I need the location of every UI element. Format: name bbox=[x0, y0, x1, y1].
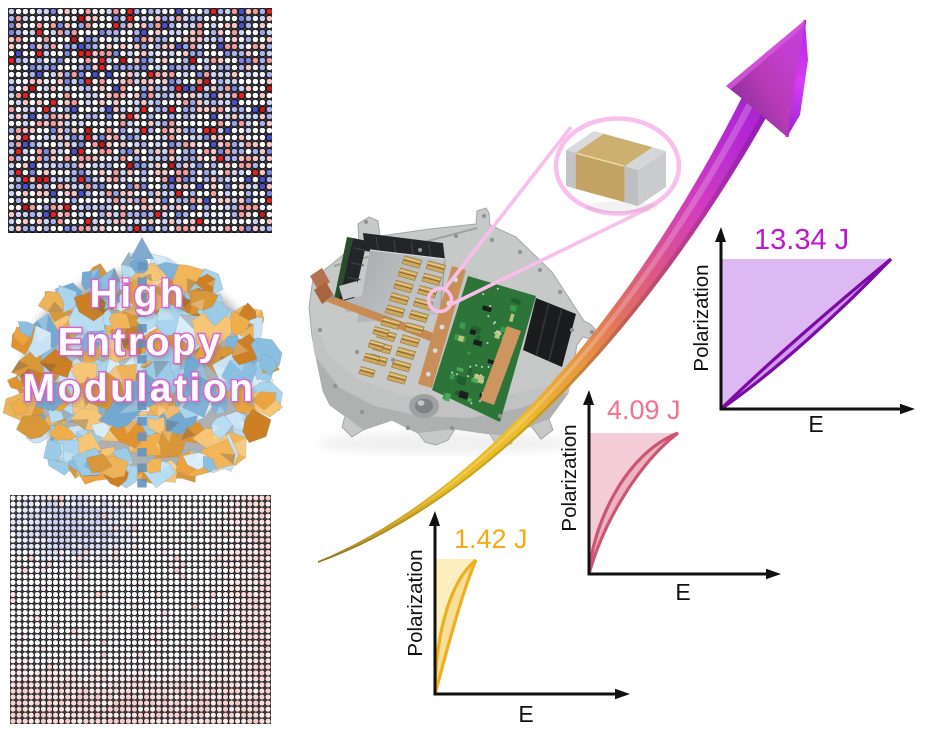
svg-text:E: E bbox=[675, 579, 690, 605]
svg-text:1.42 J: 1.42 J bbox=[454, 524, 528, 554]
svg-text:Polarization: Polarization bbox=[690, 264, 713, 371]
svg-text:4.09 J: 4.09 J bbox=[607, 395, 681, 425]
svg-text:Polarization: Polarization bbox=[558, 424, 581, 531]
svg-text:Polarization: Polarization bbox=[404, 549, 427, 656]
svg-text:Entropy: Entropy bbox=[58, 321, 223, 364]
svg-text:E: E bbox=[808, 411, 823, 437]
svg-text:High: High bbox=[90, 273, 187, 316]
svg-text:Modulation: Modulation bbox=[23, 367, 256, 410]
svg-text:E: E bbox=[518, 701, 533, 727]
svg-text:13.34 J: 13.34 J bbox=[754, 224, 849, 256]
